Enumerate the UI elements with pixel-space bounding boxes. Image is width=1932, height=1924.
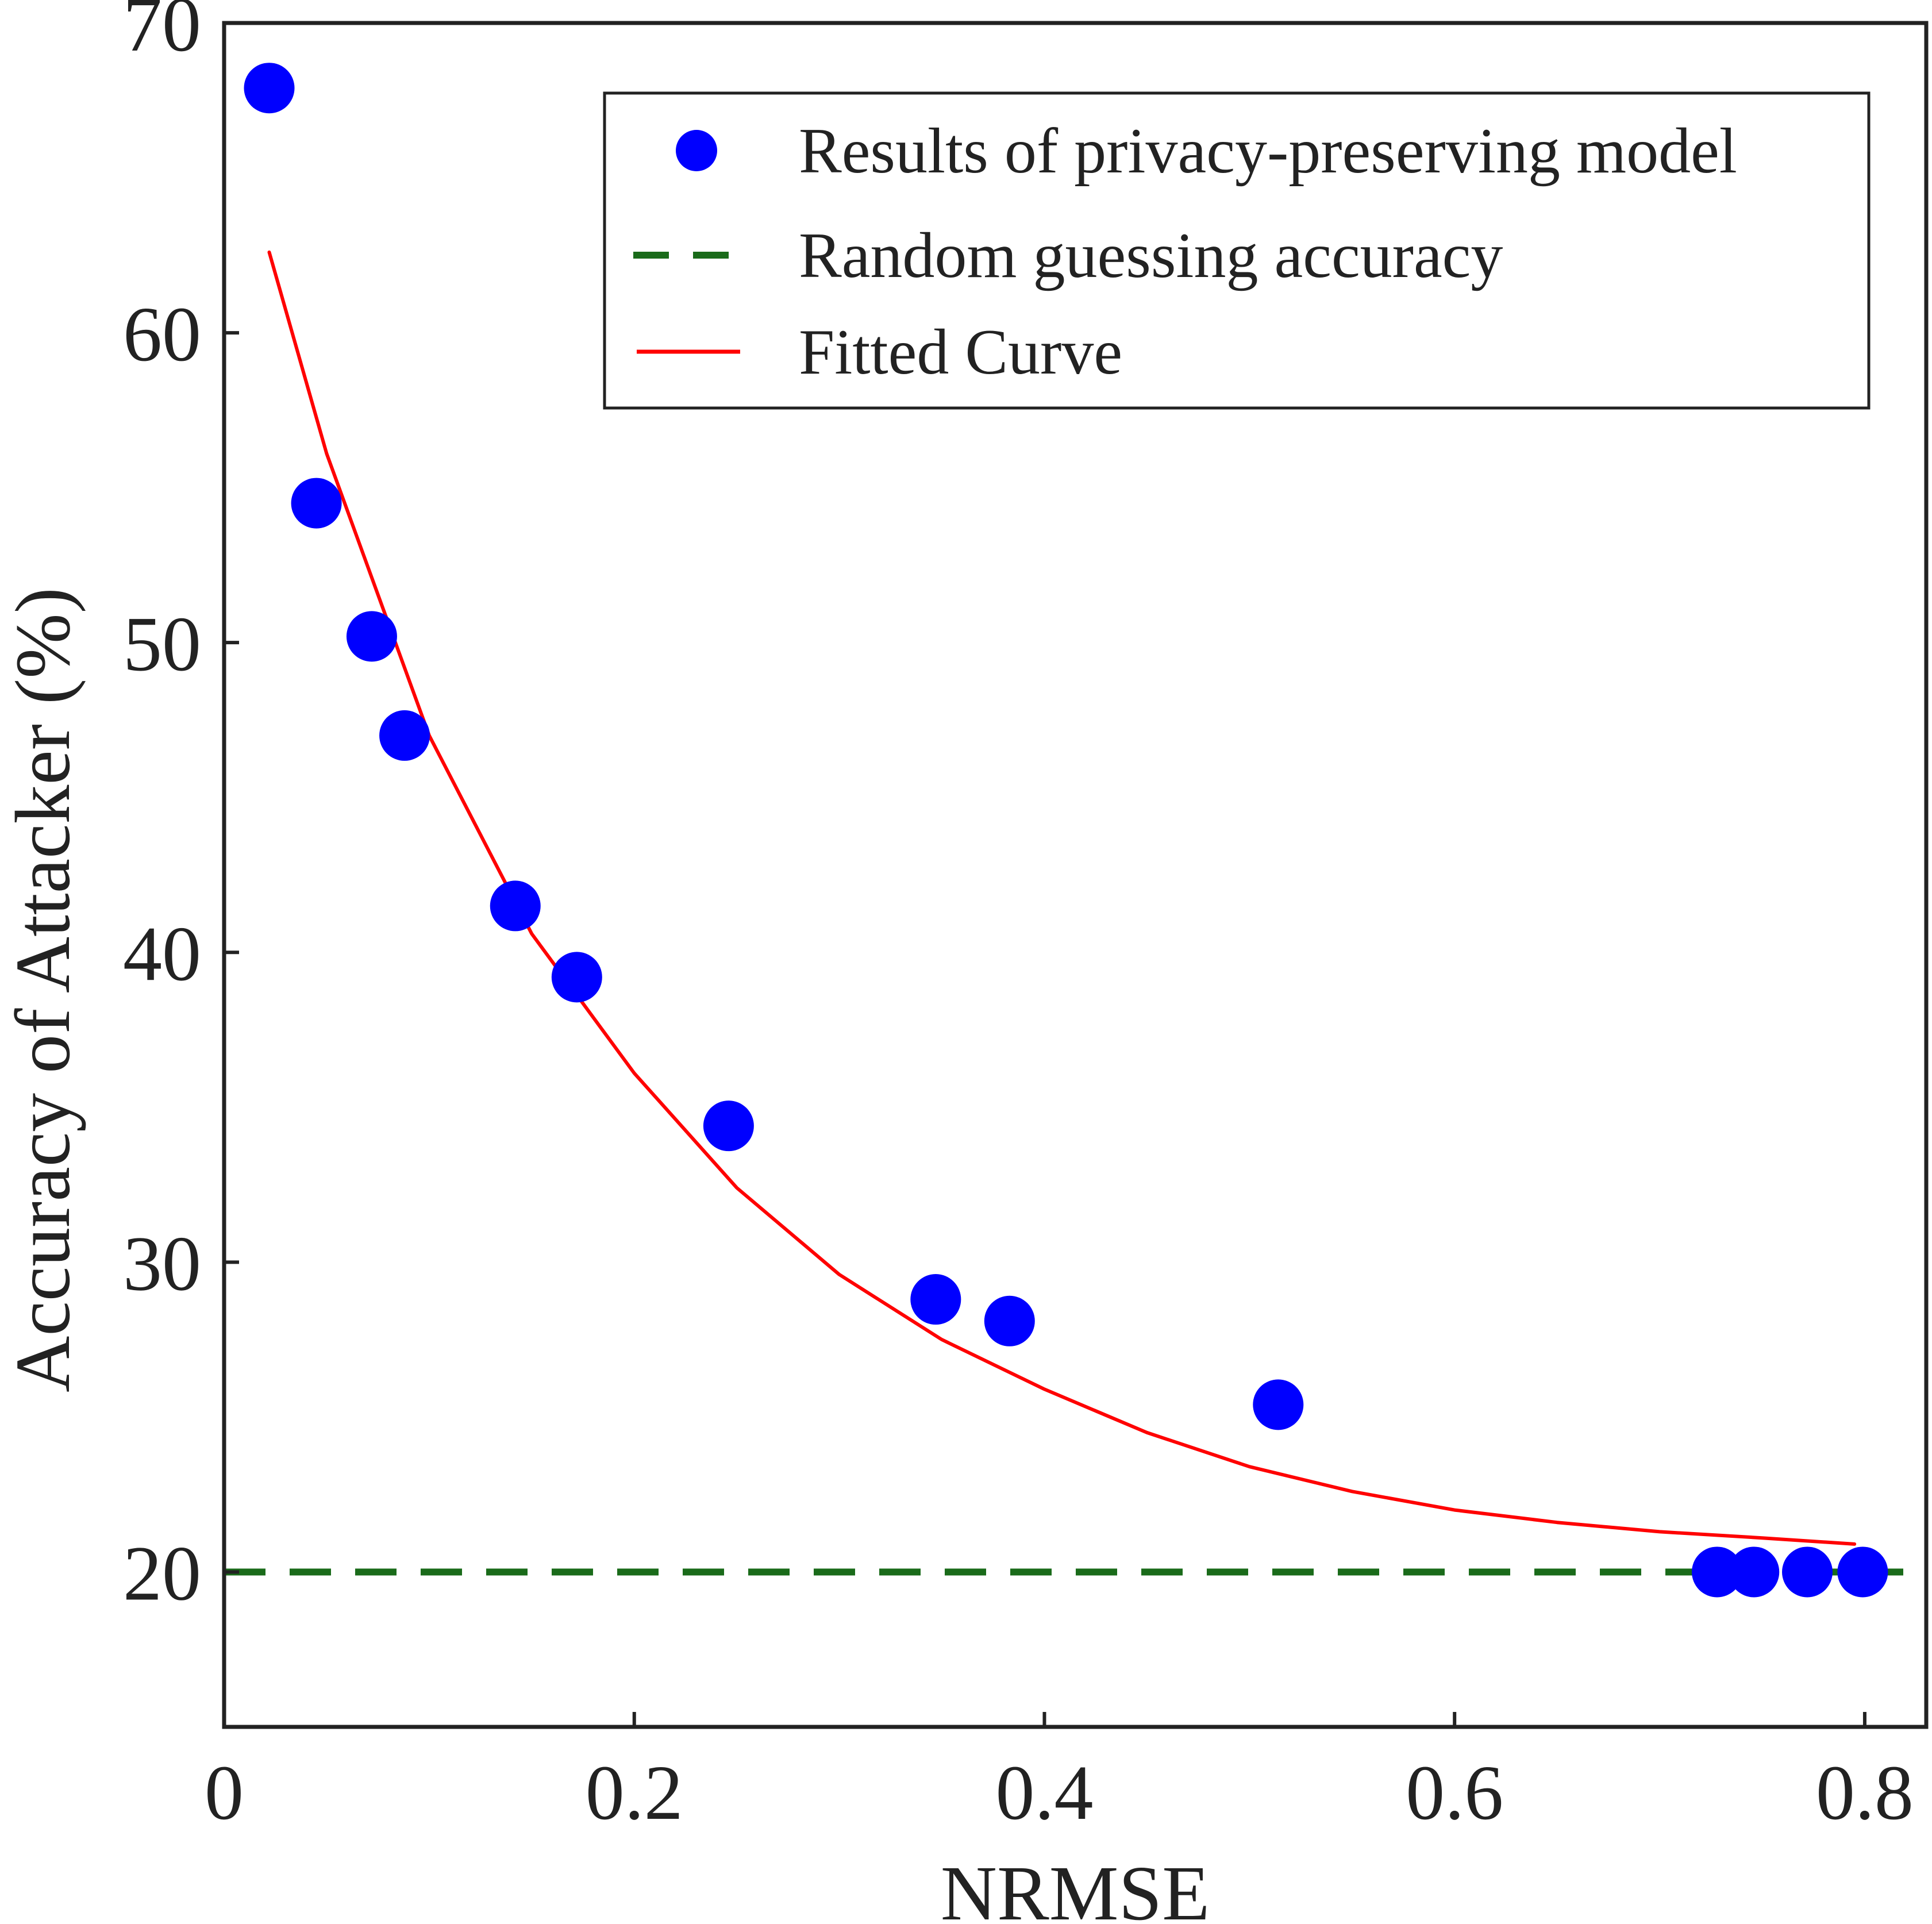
y-tick-label: 30 [123, 1221, 201, 1307]
y-tick-label: 60 [123, 291, 201, 378]
legend-label: Fitted Curve [799, 317, 1122, 388]
plot-area [224, 63, 1926, 1598]
legend-label: Random guessing accuracy [799, 220, 1503, 291]
data-point [1782, 1546, 1833, 1598]
x-tick-label: 0 [205, 1750, 244, 1836]
y-tick-label: 70 [123, 0, 201, 68]
legend: Results of privacy-preserving model Rando… [603, 91, 1871, 410]
data-point [910, 1274, 961, 1325]
data-series [224, 63, 1926, 1598]
fitted-curve-line [267, 250, 1857, 1546]
data-point [379, 710, 430, 761]
data-point [1691, 1546, 1742, 1598]
data-point [291, 478, 342, 529]
legend-label: Results of privacy-preserving model [799, 116, 1737, 187]
data-point [984, 1295, 1035, 1346]
data-point [490, 880, 541, 932]
x-tick-label: 0.8 [1816, 1750, 1914, 1836]
data-point [346, 611, 397, 662]
y-tick-label: 40 [123, 911, 201, 997]
y-tick-label: 20 [123, 1530, 201, 1617]
x-tick-label: 0.6 [1406, 1750, 1503, 1836]
plot-frame [222, 21, 1929, 1729]
y-tick-label: 50 [123, 601, 201, 687]
data-point [703, 1100, 754, 1152]
x-tick-label: 0.2 [586, 1750, 683, 1836]
y-axis-title: Accuracy of Attacker (%) [0, 587, 86, 1392]
data-point [244, 63, 295, 114]
legend-marker-scatter [676, 130, 717, 171]
x-axis-title: NRMSE [941, 1850, 1210, 1924]
x-tick-label: 0.4 [995, 1750, 1093, 1836]
data-point [1837, 1546, 1888, 1598]
data-point [1253, 1379, 1304, 1430]
data-point [551, 952, 602, 1003]
data-point [1729, 1546, 1780, 1598]
legend-box [603, 91, 1871, 410]
